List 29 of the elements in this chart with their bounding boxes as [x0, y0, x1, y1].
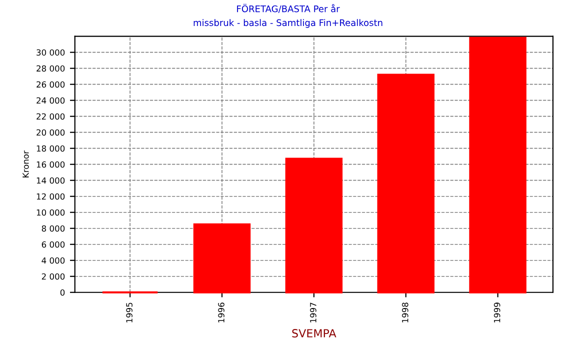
chart-subtitle: missbruk - basla - Samtliga Fin+Realkostn — [194, 19, 382, 28]
bar — [377, 74, 434, 294]
x-tick-label: 1999 — [494, 302, 500, 322]
y-tick-label: 26 000 — [36, 81, 65, 88]
x-tick-label: 1997 — [310, 302, 316, 322]
y-tick-label: 12 000 — [36, 193, 65, 200]
chart-title: FÖRETAG/BASTA Per år — [237, 4, 340, 13]
y-tick-label: 24 000 — [36, 97, 65, 104]
y-tick-label: 28 000 — [36, 65, 65, 72]
y-tick-label: 8 000 — [42, 225, 65, 232]
y-tick-label: 22 000 — [36, 113, 65, 120]
x-tick-label: 1995 — [126, 302, 132, 322]
y-tick-label: 0 — [60, 289, 65, 296]
y-tick-label: 14 000 — [36, 177, 65, 184]
y-tick-label: 16 000 — [36, 161, 65, 168]
y-tick-label: 6 000 — [42, 241, 65, 248]
bar — [193, 223, 251, 294]
y-tick-label: 2 000 — [42, 273, 65, 280]
y-tick-label: 18 000 — [36, 145, 65, 152]
x-tick-label: 1998 — [402, 302, 408, 322]
x-axis-title: SVEMPA — [292, 329, 336, 338]
y-tick-label: 30 000 — [36, 49, 65, 56]
bar — [469, 36, 526, 294]
bar — [285, 158, 343, 294]
x-tick-label: 1996 — [218, 302, 224, 322]
y-tick-label: 4 000 — [42, 257, 65, 264]
y-tick-label: 10 000 — [36, 209, 65, 216]
y-tick-label: 20 000 — [36, 129, 65, 136]
y-axis-title: Kronor — [22, 150, 29, 178]
